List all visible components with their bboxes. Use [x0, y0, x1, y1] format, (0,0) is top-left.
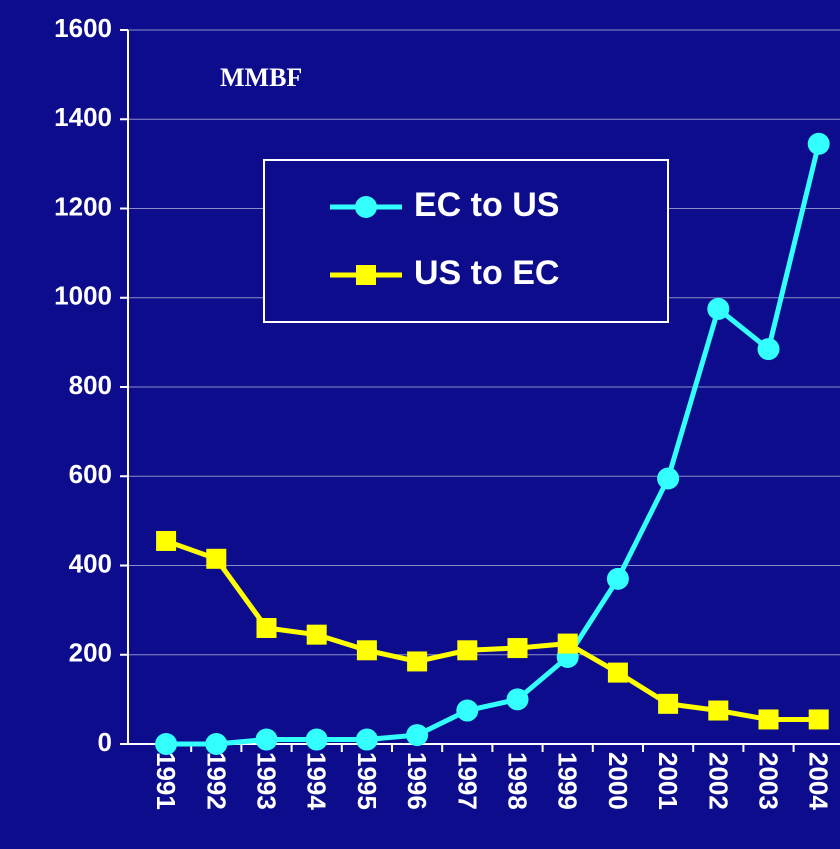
- x-tick-label: 2004: [804, 752, 834, 810]
- legend-marker: [356, 265, 376, 285]
- y-tick-label: 1600: [54, 13, 112, 43]
- point: [456, 699, 479, 722]
- point: [306, 624, 327, 645]
- y-tick-label: 800: [69, 370, 112, 400]
- legend-box: [263, 159, 669, 323]
- point: [758, 709, 779, 730]
- y-tick-label: 1400: [54, 102, 112, 132]
- x-tick-label: 2000: [603, 752, 633, 810]
- point: [607, 662, 628, 683]
- y-tick-label: 1000: [54, 281, 112, 311]
- point: [506, 688, 529, 711]
- point: [407, 651, 428, 672]
- point: [708, 700, 729, 721]
- y-tick-label: 200: [69, 638, 112, 668]
- x-tick-label: 1992: [201, 752, 231, 810]
- x-tick-label: 2002: [703, 752, 733, 810]
- point: [205, 733, 228, 755]
- x-tick-label: 1998: [503, 752, 533, 810]
- x-tick-label: 1991: [151, 752, 181, 810]
- x-tick-label: 1995: [352, 752, 382, 810]
- point: [206, 548, 227, 569]
- x-tick-label: 1999: [553, 752, 583, 810]
- y-tick-label: 1200: [54, 191, 112, 221]
- point: [356, 640, 377, 661]
- point: [156, 530, 177, 551]
- point: [255, 728, 278, 751]
- point: [557, 633, 578, 654]
- point: [606, 567, 629, 590]
- x-tick-label: 1993: [252, 752, 282, 810]
- point: [808, 709, 829, 730]
- point: [155, 733, 178, 755]
- y-tick-label: 0: [98, 727, 112, 757]
- point: [305, 728, 328, 751]
- legend-marker: [355, 196, 377, 218]
- legend-label: EC to US: [414, 186, 559, 224]
- x-tick-label: 1994: [302, 752, 332, 810]
- point: [757, 338, 780, 361]
- x-tick-label: 2001: [653, 752, 683, 810]
- y-tick-label: 600: [69, 459, 112, 489]
- x-tick-label: 1997: [452, 752, 482, 810]
- point: [707, 297, 730, 320]
- point: [457, 640, 478, 661]
- point: [807, 132, 830, 155]
- point: [355, 728, 378, 751]
- legend-label: US to EC: [414, 254, 559, 292]
- point: [507, 638, 528, 659]
- annotation: MMBF: [220, 63, 302, 92]
- point: [657, 467, 680, 490]
- x-tick-label: 1996: [402, 752, 432, 810]
- point: [256, 617, 277, 638]
- point: [406, 724, 429, 747]
- x-tick-label: 2003: [754, 752, 784, 810]
- y-tick-label: 400: [69, 548, 112, 578]
- point: [658, 693, 679, 714]
